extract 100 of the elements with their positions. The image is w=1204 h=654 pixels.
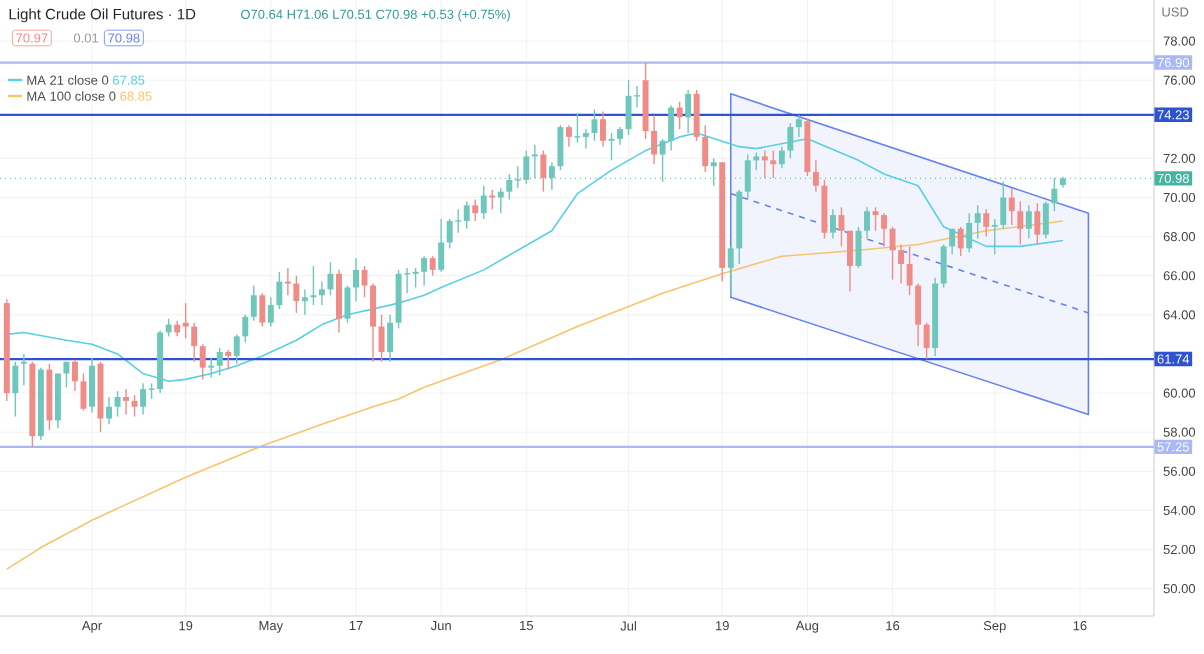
- candlestick: [787, 122, 794, 160]
- candlestick: [387, 314, 394, 363]
- candlestick: [463, 200, 470, 230]
- candlestick: [63, 361, 70, 388]
- candlestick: [12, 361, 19, 418]
- candlestick: [216, 347, 223, 377]
- candlestick: [370, 282, 377, 363]
- candlestick: [429, 255, 436, 277]
- candlestick: [1051, 177, 1058, 212]
- candlestick: [335, 269, 342, 334]
- candlestick: [727, 245, 734, 296]
- candlestick: [1025, 204, 1032, 240]
- candlestick: [761, 149, 768, 179]
- candlestick: [795, 114, 802, 138]
- candlestick: [710, 157, 717, 187]
- candlestick: [915, 282, 922, 347]
- candlestick: [114, 390, 121, 418]
- candlestick: [821, 179, 828, 240]
- candlestick: [123, 388, 130, 416]
- candlestick: [301, 288, 308, 316]
- candlestick: [259, 292, 266, 328]
- candlestick: [548, 161, 555, 191]
- candlestick: [454, 208, 462, 234]
- candlestick: [940, 243, 947, 289]
- candlestick: [80, 372, 87, 412]
- candlestick: [1000, 181, 1007, 230]
- candlestick: [1017, 200, 1024, 246]
- candlestick: [1042, 200, 1049, 240]
- candlestick: [923, 321, 930, 360]
- candlestick: [1008, 187, 1015, 226]
- candlestick: [974, 204, 981, 240]
- candlestick: [489, 188, 496, 210]
- candlestick: [659, 138, 666, 183]
- candlestick: [71, 359, 78, 392]
- candlestick: [353, 257, 359, 302]
- candlestick: [591, 108, 598, 142]
- candlestick: [829, 208, 836, 240]
- candlestick: [531, 144, 538, 179]
- candlestick: [412, 267, 419, 289]
- candlestick: [131, 394, 138, 418]
- candlestick: [378, 314, 385, 363]
- candlestick: [472, 198, 479, 222]
- candlestick: [361, 265, 368, 298]
- candlestick: [284, 267, 291, 296]
- candlestick: [770, 149, 777, 179]
- candlestick: [318, 280, 325, 306]
- candlestick: [906, 245, 913, 296]
- candlestick: [600, 110, 606, 148]
- candlestick: [276, 271, 283, 310]
- candlestick: [293, 275, 300, 314]
- candlestick: [191, 321, 198, 363]
- candlestick: [565, 124, 572, 148]
- candlestick: [812, 159, 819, 193]
- candlestick: [949, 228, 956, 255]
- candlestick: [140, 382, 147, 416]
- candlestick: [327, 261, 334, 296]
- candlestick: [225, 349, 232, 371]
- candlestick: [480, 185, 487, 220]
- candlestick: [208, 357, 215, 379]
- candlestick: [523, 149, 530, 185]
- candlestick: [693, 89, 700, 142]
- candlestick: [685, 89, 692, 134]
- candlestick: [676, 100, 683, 130]
- candlestick: [540, 149, 547, 193]
- candlestick: [651, 114, 658, 165]
- candlestick: [744, 153, 751, 201]
- candlestick: [668, 104, 675, 152]
- candlestick: [983, 208, 990, 238]
- candlestick: [20, 353, 27, 386]
- candlestick: [54, 372, 61, 429]
- candlestick: [438, 218, 445, 273]
- candlestick: [991, 218, 998, 255]
- line-series: [6, 220, 1064, 570]
- candlestick: [557, 124, 564, 171]
- candlestick: [864, 206, 870, 240]
- candlestick: [881, 212, 888, 248]
- candlestick: [573, 112, 582, 144]
- candlestick: [1034, 202, 1041, 246]
- candlestick: [838, 206, 845, 248]
- candlestick: [898, 243, 905, 285]
- candlestick: [106, 396, 112, 426]
- candlestick: [625, 79, 632, 136]
- candlestick: [233, 333, 240, 365]
- candlestick: [310, 265, 317, 306]
- candlestick: [242, 314, 249, 343]
- candlestick: [250, 284, 257, 322]
- candlestick: [889, 226, 896, 281]
- candlestick: [497, 187, 504, 214]
- candlestick: [446, 218, 453, 250]
- candlestick: [506, 173, 513, 201]
- candlestick: [957, 226, 964, 257]
- candlestick: [966, 212, 973, 253]
- candlestick: [199, 343, 206, 381]
- candlestick: [846, 230, 853, 293]
- candlestick: [702, 124, 709, 173]
- candlestick: [182, 302, 189, 340]
- candlestick: [872, 206, 879, 232]
- candlestick: [89, 357, 95, 414]
- candlestick: [778, 145, 785, 169]
- candlestick: [582, 128, 589, 150]
